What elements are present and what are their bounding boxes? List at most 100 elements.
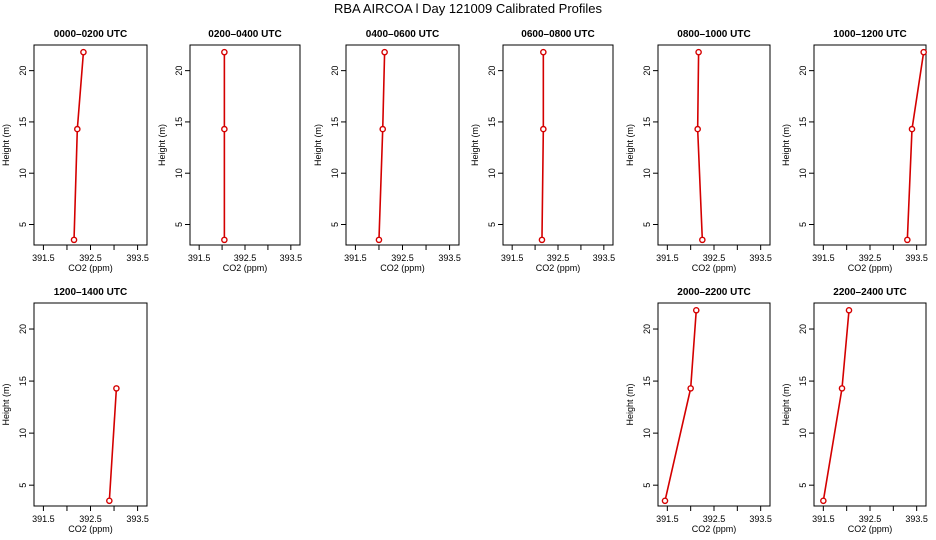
data-point — [375, 236, 383, 244]
y-tick-label: 20 — [18, 66, 28, 76]
data-point — [381, 48, 388, 56]
data-point — [692, 306, 700, 314]
x-axis-label: CO2 (ppm) — [848, 263, 893, 273]
panel-3: 0600–0800 UTC 391.5 392.5 393.5 5 10 15 20 CO2 (… — [470, 29, 615, 273]
y-axis-label: Height (m) — [313, 124, 323, 166]
x-tick-label: 392.5 — [79, 253, 102, 263]
x-tick-label: 393.5 — [905, 253, 928, 263]
panel-0: 0000–0200 UTC 391.5 392.5 393.5 5 10 15 20 CO2 (… — [1, 29, 149, 273]
data-point — [106, 497, 113, 505]
y-tick-label: 10 — [487, 168, 497, 178]
plot-frame — [189, 44, 301, 246]
y-axis-label: Height (m) — [157, 124, 167, 166]
y-tick-label: 20 — [174, 66, 184, 76]
panel-5: 1000–1200 UTC 391.5 392.5 393.5 5 10 15 20 CO2 (… — [781, 29, 928, 273]
data-point — [845, 306, 853, 314]
panel-4: 0800–1000 UTC 391.5 392.5 393.5 5 10 15 20 CO2 (… — [625, 29, 772, 273]
panel-1: 0200–0400 UTC 391.5 392.5 393.5 5 10 15 20 CO2 (… — [157, 29, 302, 273]
x-tick-label: 391.5 — [656, 253, 679, 263]
y-tick-label: 10 — [174, 168, 184, 178]
x-axis-label: CO2 (ppm) — [68, 524, 113, 534]
y-tick-label: 15 — [642, 117, 652, 127]
y-tick-label: 15 — [642, 376, 652, 386]
y-tick-label: 5 — [642, 483, 652, 488]
y-axis-label: Height (m) — [781, 383, 791, 425]
data-point — [540, 48, 547, 56]
data-point — [221, 236, 228, 244]
series-line — [378, 52, 386, 240]
x-axis-label: CO2 (ppm) — [692, 524, 737, 534]
plot-frame — [813, 302, 927, 507]
x-tick-label: 392.5 — [547, 253, 570, 263]
x-tick-label: 393.5 — [438, 253, 461, 263]
x-tick-label: 391.5 — [188, 253, 211, 263]
y-tick-label: 20 — [798, 324, 808, 334]
x-tick-label: 391.5 — [656, 514, 679, 524]
series-line — [73, 52, 85, 240]
y-tick-label: 15 — [798, 376, 808, 386]
panel-title: 2000–2200 UTC — [677, 287, 750, 298]
x-tick-label: 391.5 — [344, 253, 367, 263]
panel-title: 0200–0400 UTC — [208, 29, 281, 40]
data-point — [113, 385, 120, 392]
series-line — [108, 388, 118, 501]
y-tick-label: 10 — [18, 168, 28, 178]
figure-title: RBA AIRCOA l Day 121009 Calibrated Profi… — [333, 1, 603, 16]
plot-frame — [657, 44, 771, 246]
x-axis-label: CO2 (ppm) — [536, 263, 581, 273]
y-axis-label: Height (m) — [1, 124, 11, 166]
panel-title: 0400–0600 UTC — [366, 29, 439, 40]
y-tick-label: 5 — [798, 222, 808, 227]
data-point — [695, 48, 702, 56]
data-point — [699, 236, 706, 244]
data-point — [904, 236, 911, 244]
plot-frame — [502, 44, 614, 246]
data-point — [80, 48, 87, 56]
y-tick-label: 20 — [18, 324, 28, 334]
data-point — [221, 48, 228, 56]
x-tick-label: 393.5 — [905, 514, 928, 524]
series-line — [696, 52, 704, 240]
y-axis-label: Height (m) — [781, 124, 791, 166]
panel-title: 2200–2400 UTC — [833, 287, 906, 298]
x-tick-label: 393.5 — [280, 253, 303, 263]
x-tick-label: 393.5 — [593, 253, 616, 263]
x-axis-label: CO2 (ppm) — [848, 524, 893, 534]
x-tick-label: 391.5 — [501, 253, 524, 263]
y-tick-label: 20 — [487, 66, 497, 76]
series-line — [822, 310, 850, 501]
panel-title: 0000–0200 UTC — [54, 29, 127, 40]
data-point — [538, 236, 546, 244]
x-tick-label: 391.5 — [32, 514, 55, 524]
x-axis-label: CO2 (ppm) — [68, 263, 113, 273]
data-point — [74, 125, 81, 133]
data-point — [540, 125, 547, 133]
x-tick-label: 391.5 — [32, 253, 55, 263]
panel-7: 2000–2200 UTC 391.5 392.5 393.5 5 10 15 20 CO2 (… — [625, 287, 772, 534]
y-tick-label: 15 — [18, 376, 28, 386]
x-tick-label: 393.5 — [126, 253, 149, 263]
x-tick-label: 392.5 — [703, 253, 726, 263]
y-tick-label: 10 — [18, 428, 28, 438]
data-point — [70, 236, 78, 244]
panel-title: 1000–1200 UTC — [833, 29, 906, 40]
data-point — [221, 125, 228, 133]
y-tick-label: 10 — [798, 168, 808, 178]
x-axis-label: CO2 (ppm) — [692, 263, 737, 273]
y-tick-label: 5 — [642, 222, 652, 227]
x-tick-label: 392.5 — [391, 253, 414, 263]
y-tick-label: 10 — [642, 428, 652, 438]
plot-frame — [345, 44, 460, 246]
y-tick-label: 15 — [18, 117, 28, 127]
x-tick-label: 392.5 — [703, 514, 726, 524]
series-line — [664, 310, 698, 501]
y-tick-label: 5 — [798, 483, 808, 488]
y-tick-label: 15 — [174, 117, 184, 127]
series-line — [541, 52, 545, 240]
panel-8: 2200–2400 UTC 391.5 392.5 393.5 5 10 15 20 CO2 (… — [781, 287, 928, 534]
plot-frame — [657, 302, 771, 507]
data-point — [687, 385, 694, 392]
y-tick-label: 5 — [487, 222, 497, 227]
x-tick-label: 393.5 — [126, 514, 149, 524]
